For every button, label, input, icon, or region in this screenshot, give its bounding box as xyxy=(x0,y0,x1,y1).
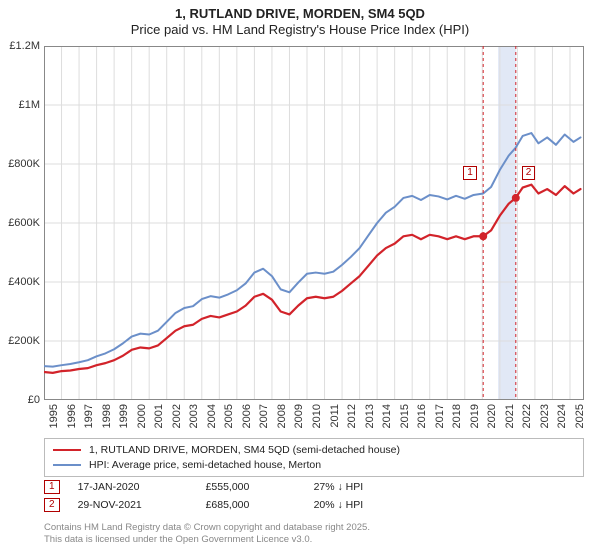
x-tick-label: 2003 xyxy=(188,404,200,428)
y-tick-label: £600K xyxy=(0,217,40,229)
x-tick-label: 2021 xyxy=(504,404,516,428)
x-tick-label: 2013 xyxy=(364,404,376,428)
x-tick-label: 2024 xyxy=(556,404,568,428)
annotation-index: 2 xyxy=(44,498,60,512)
x-tick-label: 2020 xyxy=(486,404,498,428)
sale-marker-label: 1 xyxy=(463,166,477,180)
y-tick-label: £200K xyxy=(0,335,40,347)
legend-item: HPI: Average price, semi-detached house,… xyxy=(53,458,575,473)
x-tick-label: 2017 xyxy=(434,404,446,428)
footer-line1: Contains HM Land Registry data © Crown c… xyxy=(44,522,584,534)
y-tick-label: £400K xyxy=(0,276,40,288)
legend-swatch xyxy=(53,449,81,451)
footer-attribution: Contains HM Land Registry data © Crown c… xyxy=(44,522,584,546)
chart-title-line1: 1, RUTLAND DRIVE, MORDEN, SM4 5QD xyxy=(0,6,600,22)
annotation-row: 1 17-JAN-2020 £555,000 27% ↓ HPI xyxy=(44,478,584,496)
plot-svg xyxy=(44,46,584,400)
x-tick-label: 1996 xyxy=(66,404,78,428)
x-tick-label: 2018 xyxy=(451,404,463,428)
chart-title-block: 1, RUTLAND DRIVE, MORDEN, SM4 5QD Price … xyxy=(0,0,600,39)
legend-label: HPI: Average price, semi-detached house,… xyxy=(89,458,321,473)
y-tick-label: £1.2M xyxy=(0,40,40,52)
annotation-date: 17-JAN-2020 xyxy=(78,481,188,493)
x-tick-label: 1999 xyxy=(118,404,130,428)
x-tick-label: 2022 xyxy=(521,404,533,428)
annotation-pct: 20% ↓ HPI xyxy=(314,499,424,511)
sales-annotation-table: 1 17-JAN-2020 £555,000 27% ↓ HPI 2 29-NOV-202… xyxy=(44,478,584,514)
footer-line2: This data is licensed under the Open Gov… xyxy=(44,534,584,546)
annotation-date: 29-NOV-2021 xyxy=(78,499,188,511)
annotation-index: 1 xyxy=(44,480,60,494)
x-tick-label: 2001 xyxy=(153,404,165,428)
x-tick-label: 2010 xyxy=(311,404,323,428)
chart-container: 1, RUTLAND DRIVE, MORDEN, SM4 5QD Price … xyxy=(0,0,600,560)
sale-marker-label: 2 xyxy=(522,166,536,180)
x-tick-label: 2002 xyxy=(171,404,183,428)
legend-label: 1, RUTLAND DRIVE, MORDEN, SM4 5QD (semi-… xyxy=(89,443,400,458)
annotation-pct: 27% ↓ HPI xyxy=(314,481,424,493)
chart-title-line2: Price paid vs. HM Land Registry's House … xyxy=(0,22,600,38)
x-tick-label: 2011 xyxy=(329,404,341,428)
x-tick-label: 2008 xyxy=(276,404,288,428)
y-tick-label: £800K xyxy=(0,158,40,170)
x-tick-label: 2006 xyxy=(241,404,253,428)
legend: 1, RUTLAND DRIVE, MORDEN, SM4 5QD (semi-… xyxy=(44,438,584,477)
y-tick-label: £1M xyxy=(0,99,40,111)
x-tick-label: 2007 xyxy=(258,404,270,428)
x-tick-label: 2015 xyxy=(399,404,411,428)
x-tick-label: 2005 xyxy=(223,404,235,428)
x-tick-label: 1998 xyxy=(101,404,113,428)
x-tick-label: 2000 xyxy=(136,404,148,428)
plot-area xyxy=(44,46,584,400)
x-tick-label: 2025 xyxy=(574,404,586,428)
x-tick-label: 2009 xyxy=(293,404,305,428)
x-tick-label: 2012 xyxy=(346,404,358,428)
legend-item: 1, RUTLAND DRIVE, MORDEN, SM4 5QD (semi-… xyxy=(53,443,575,458)
annotation-row: 2 29-NOV-2021 £685,000 20% ↓ HPI xyxy=(44,496,584,514)
x-tick-label: 2016 xyxy=(416,404,428,428)
x-tick-label: 1997 xyxy=(83,404,95,428)
x-tick-label: 1995 xyxy=(48,404,60,428)
x-tick-label: 2014 xyxy=(381,404,393,428)
x-tick-label: 2023 xyxy=(539,404,551,428)
x-tick-label: 2004 xyxy=(206,404,218,428)
y-tick-label: £0 xyxy=(0,394,40,406)
annotation-price: £685,000 xyxy=(206,499,296,511)
legend-swatch xyxy=(53,464,81,466)
annotation-price: £555,000 xyxy=(206,481,296,493)
x-tick-label: 2019 xyxy=(469,404,481,428)
